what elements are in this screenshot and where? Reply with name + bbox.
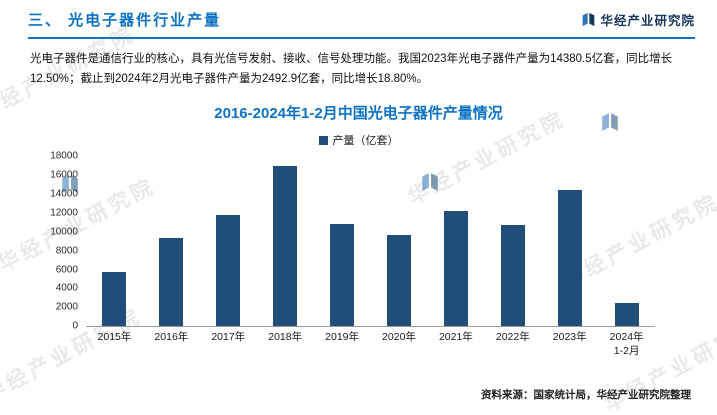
x-axis-label: 2017年 [211, 331, 246, 344]
page-header: 三、 光电子器件行业产量 华经产业研究院 [28, 9, 695, 39]
x-axis-label: 2016年 [154, 331, 189, 344]
bar-slot: 2018年 [256, 156, 314, 358]
x-axis-label: 2019年 [325, 331, 359, 344]
x-axis-label: 2018年 [268, 331, 303, 344]
bar-2024年1-2月 [614, 302, 639, 327]
legend-label: 产量（亿套） [332, 135, 399, 148]
bar-2016年 [159, 238, 184, 327]
bar-slot: 2017年 [199, 156, 257, 358]
y-axis-label: 10000 [50, 226, 78, 238]
bar-2020年 [386, 234, 411, 327]
bar-area [427, 156, 485, 328]
bar-slot: 2023年 [541, 156, 599, 358]
bar-area [484, 156, 542, 328]
x-axis-label: 2020年 [382, 331, 416, 344]
y-axis-label: 18000 [50, 150, 78, 162]
bar-slot: 2022年 [484, 156, 542, 358]
bar-2018年 [273, 165, 298, 327]
y-axis: 0 2000 4000 6000 8000 10000 12000 14000 16000 180… [40, 151, 86, 332]
bar-slot: 2021年 [427, 156, 485, 358]
bar-2017年 [216, 215, 241, 327]
bar-2015年 [102, 272, 127, 327]
chart-legend: 产量（亿套） [0, 132, 717, 148]
bar-slot: 2019年 [313, 156, 371, 358]
bar-area [598, 156, 656, 328]
x-axis-label: 2023年 [552, 331, 587, 344]
x-axis-label: 2015年 [97, 331, 132, 344]
y-axis-label: 16000 [50, 169, 78, 181]
bar-2019年 [330, 224, 355, 327]
brand-logo-icon [583, 12, 595, 27]
y-axis-label: 14000 [50, 188, 78, 200]
y-axis-label: 6000 [55, 264, 78, 276]
bar-slot: 2016年 [142, 156, 200, 358]
y-axis-label: 8000 [55, 245, 78, 257]
bar-2021年 [443, 211, 468, 327]
bar-area [142, 156, 200, 328]
x-axis-label: 2021年 [438, 331, 473, 344]
x-axis-label: 2024年 1-2月 [609, 331, 644, 357]
y-axis-label: 0 [72, 320, 78, 332]
y-axis-label: 4000 [55, 282, 78, 294]
bar-2023年 [557, 190, 582, 327]
x-axis-label: 2022年 [495, 331, 530, 344]
bar-slot: 2015年 [86, 156, 143, 358]
bar-area [199, 156, 257, 328]
bars: 2015年 2016年 2017年 2018年 2019年 2020年 2021年 2022年… [86, 156, 656, 358]
brand-logo: 华经产业研究院 [581, 10, 695, 29]
bar-slot: 2024年 1-2月 [598, 156, 656, 358]
bar-2022年 [500, 225, 525, 327]
section-title: 三、 光电子器件行业产量 [28, 12, 222, 29]
bar-area [86, 156, 143, 328]
legend-swatch [318, 135, 328, 145]
chart-title: 2016-2024年1-2月中国光电子器件产量情况 [214, 105, 503, 123]
brand-logo-text: 华经产业研究院 [600, 14, 695, 28]
bar-chart: 0 2000 4000 6000 8000 10000 12000 14000 16000 180… [40, 151, 656, 358]
y-axis-label: 12000 [50, 207, 78, 219]
bar-area [313, 156, 371, 328]
bar-slot: 2020年 [370, 156, 428, 358]
bar-area [370, 156, 428, 328]
bar-area [541, 156, 599, 328]
bar-area [256, 156, 314, 328]
y-axis-label: 2000 [55, 301, 78, 313]
source-note: 资料来源：国家统计局，华经产业研究院整理 [481, 389, 691, 401]
intro-paragraph: 光电子器件是通信行业的核心，具有光信号发射、接收、信号处理功能。我国2023年光… [30, 53, 673, 86]
